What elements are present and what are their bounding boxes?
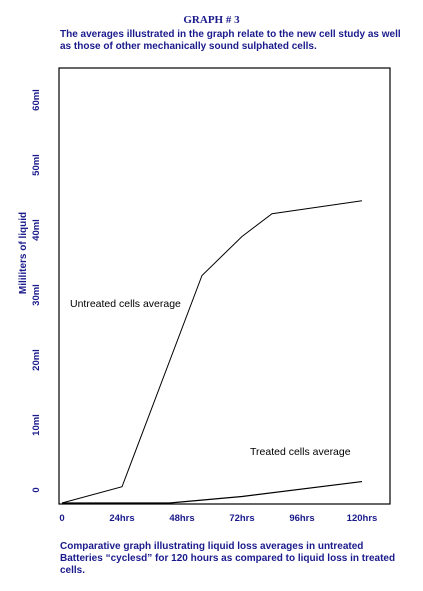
y-tick-label: 50ml xyxy=(31,154,42,176)
chart-title: GRAPH # 3 xyxy=(183,14,240,26)
x-tick-label: 72hrs xyxy=(229,513,254,524)
series-label-untreated: Untreated cells average xyxy=(70,298,181,310)
y-axis-title: Mililiters of liquid xyxy=(18,212,29,294)
x-tick-label: 96hrs xyxy=(289,513,314,524)
plot-frame xyxy=(58,67,391,505)
x-tick-label: 120hrs xyxy=(347,513,378,524)
series-label-treated: Treated cells average xyxy=(250,446,351,458)
y-tick-label: 10ml xyxy=(31,414,42,436)
x-tick-label: 48hrs xyxy=(169,513,194,524)
y-tick-label: 30ml xyxy=(31,284,42,306)
y-tick-label: 0 xyxy=(31,487,42,492)
series-line-treated xyxy=(62,480,363,504)
chart-caption: Comparative graph illustrating liquid lo… xyxy=(60,541,396,576)
series-lines xyxy=(61,200,363,504)
y-tick-label: 40ml xyxy=(31,219,42,241)
x-tick-label: 0 xyxy=(59,513,64,524)
y-tick-label: 60ml xyxy=(31,89,42,111)
y-tick-label: 20ml xyxy=(31,349,42,371)
y-tick-labels: 0 10ml 20ml 30ml 40ml 50ml 60ml xyxy=(31,89,42,492)
series-line-untreated xyxy=(61,200,363,504)
chart-subtitle: The averages illustrated in the graph re… xyxy=(60,29,401,52)
x-tick-label: 24hrs xyxy=(109,513,134,524)
x-tick-labels: 0 24hrs 48hrs 72hrs 96hrs 120hrs xyxy=(59,513,377,524)
